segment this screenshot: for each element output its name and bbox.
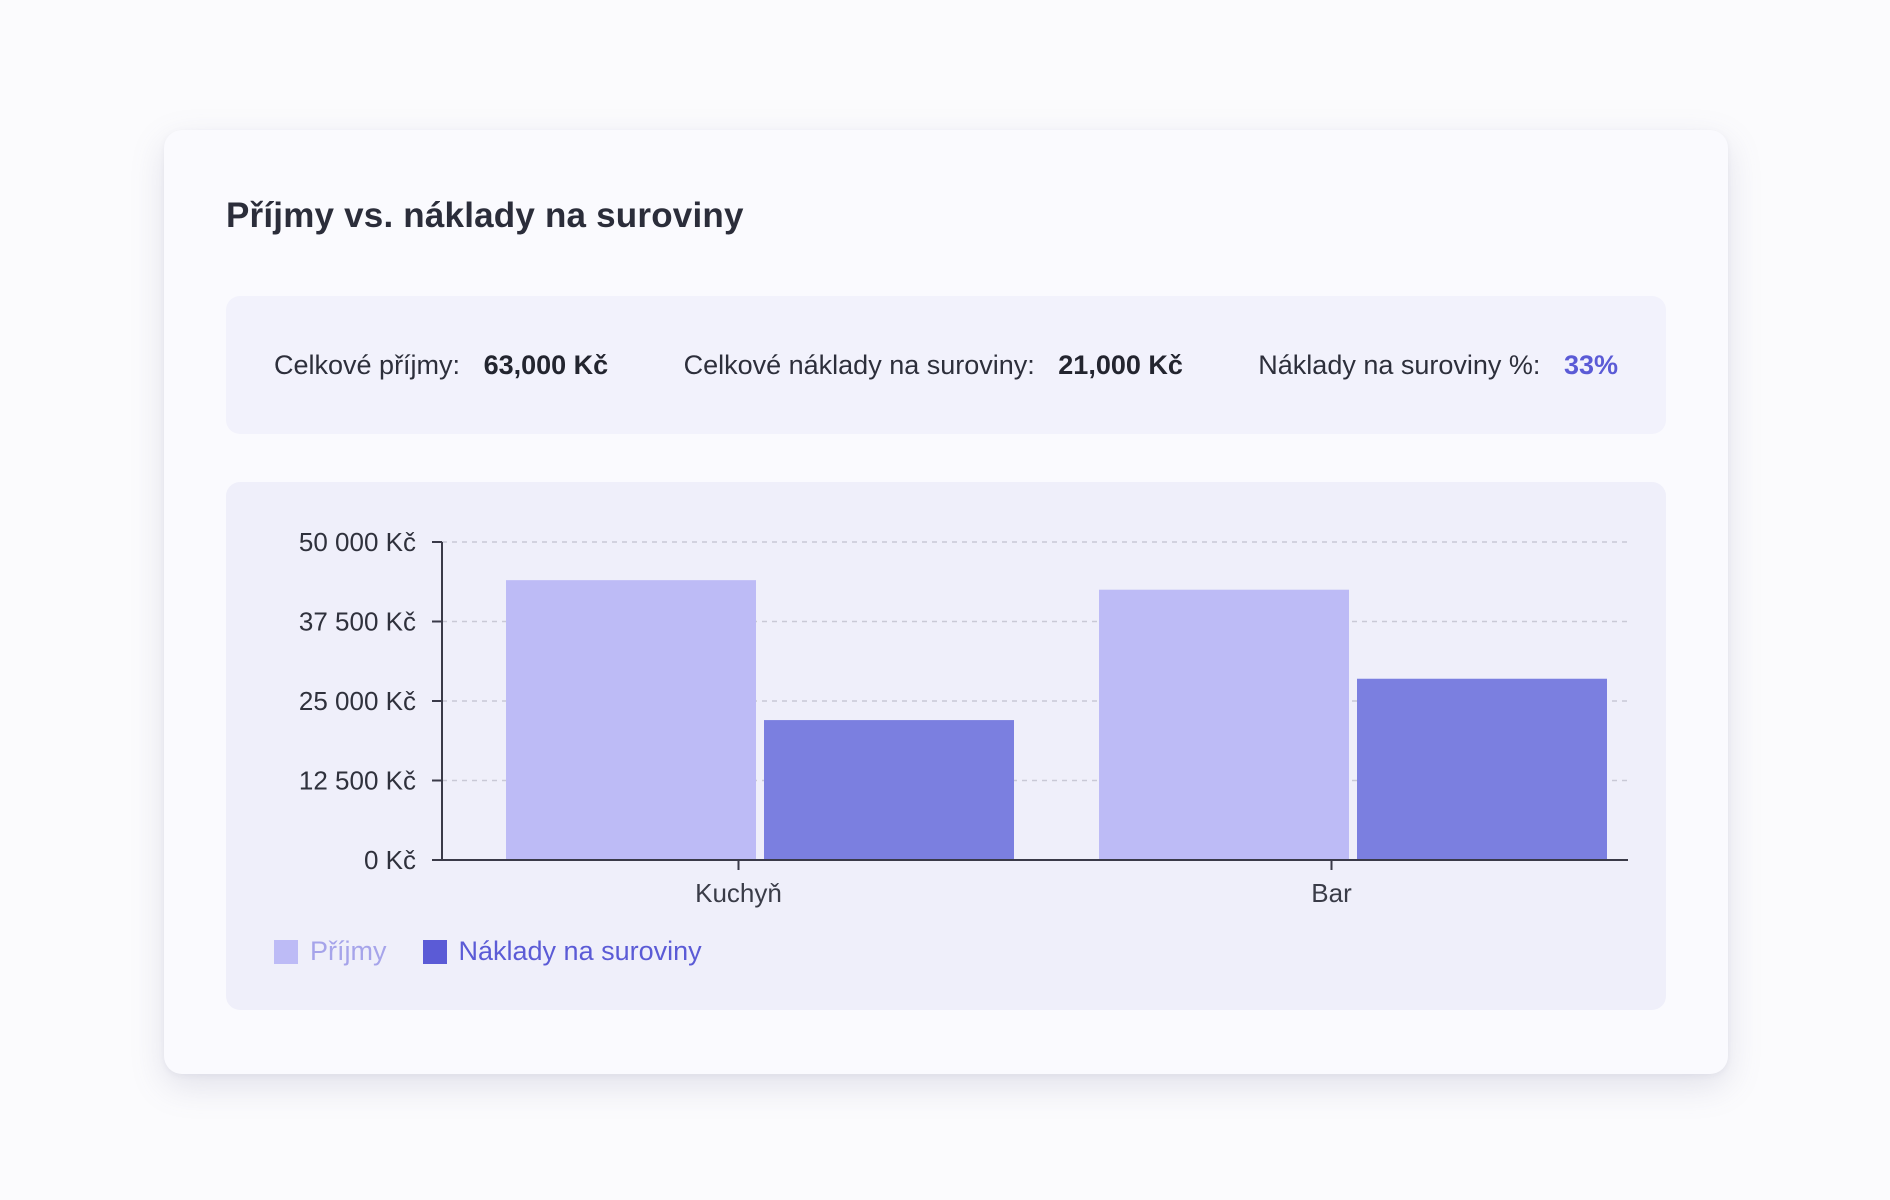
axes (441, 542, 1628, 861)
legend: Příjmy Náklady na suroviny (274, 936, 738, 967)
x-tick-label: Bar (1311, 878, 1352, 908)
grid-lines (442, 541, 1628, 782)
legend-label-revenue: Příjmy (310, 936, 387, 966)
legend-swatch-cost (422, 939, 447, 964)
legend-swatch-revenue (274, 939, 298, 964)
chart-panel: 0 Kč 12 500 Kč 25 000 Kč 37 500 Kč 50 000 Kč… (226, 482, 1666, 1010)
total-revenue-stat: Celkové příjmy: 63,000 Kč (274, 350, 608, 381)
legend-item-cost[interactable]: Náklady na suroviny (422, 936, 702, 967)
bar-cost-1[interactable] (1357, 678, 1607, 860)
bar-revenue-1[interactable] (1099, 589, 1349, 860)
total-cost-stat: Celkové náklady na suroviny: 21,000 Kč (684, 350, 1183, 381)
total-cost-value: 21,000 Kč (1058, 349, 1183, 380)
x-tick-labels: Kuchyň Bar (695, 860, 1352, 908)
total-revenue-label: Celkové příjmy: (274, 349, 461, 380)
chart-card: Příjmy vs. náklady na suroviny Celkové p… (164, 130, 1728, 1074)
total-cost-label: Celkové náklady na suroviny: (683, 349, 1035, 380)
bar-chart: 0 Kč 12 500 Kč 25 000 Kč 37 500 Kč 50 000 Kč… (299, 527, 1628, 908)
bar-revenue-0[interactable] (506, 580, 756, 860)
y-tick-labels: 0 Kč 12 500 Kč 25 000 Kč 37 500 Kč 50 000 Kč (299, 527, 442, 875)
y-tick-label: 50 000 Kč (299, 527, 416, 557)
bars (506, 580, 1607, 860)
y-tick-label: 37 500 Kč (299, 607, 416, 637)
total-revenue-value: 63,000 Kč (483, 349, 609, 380)
y-tick-label: 0 Kč (364, 845, 416, 875)
cost-percent-stat: Náklady na suroviny %: 33% (1258, 350, 1618, 381)
y-tick-label: 12 500 Kč (299, 766, 416, 796)
legend-item-revenue[interactable]: Příjmy (274, 936, 387, 967)
summary-bar: Celkové příjmy: 63,000 Kč Celkové náklad… (226, 296, 1666, 434)
card-title: Příjmy vs. náklady na suroviny (226, 196, 744, 235)
y-tick-label: 25 000 Kč (299, 686, 416, 716)
x-tick-label: Kuchyň (695, 878, 782, 908)
legend-label-cost: Náklady na suroviny (458, 936, 702, 966)
cost-percent-label: Náklady na suroviny %: (1258, 349, 1541, 380)
bar-cost-0[interactable] (764, 720, 1014, 860)
cost-percent-value: 33% (1563, 349, 1618, 380)
